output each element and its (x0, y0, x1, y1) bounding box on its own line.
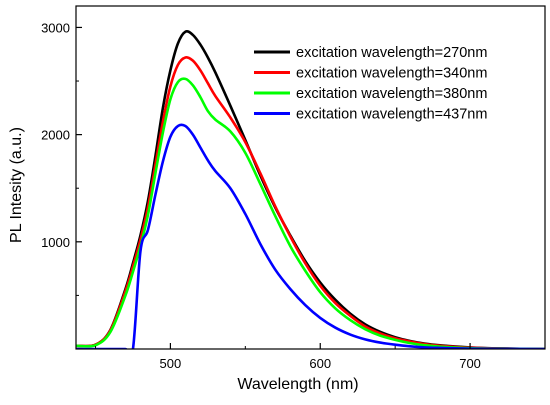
y-tick-label: 3000 (41, 20, 70, 35)
plot-frame (75, 5, 546, 350)
x-axis-title: Wavelength (nm) (237, 376, 358, 393)
legend-label-3: excitation wavelength=380nm (296, 86, 487, 102)
legend-label-4: excitation wavelength=437nm (296, 107, 487, 123)
x-tick-label: 700 (459, 356, 481, 371)
legend-label-1: excitation wavelength=270nm (296, 45, 487, 61)
series-line-3 (76, 77, 545, 349)
x-tick-label: 600 (309, 356, 331, 371)
series-line-4 (76, 123, 545, 349)
legend-label-2: excitation wavelength=340nm (296, 66, 487, 82)
axes-layer: 500 600 700 1000 2000 3000 (41, 5, 546, 371)
series-line-2 (76, 55, 545, 349)
series-layer (76, 30, 545, 349)
legend: excitation wavelength=270nm excitation wa… (254, 45, 487, 123)
y-tick-label: 2000 (41, 128, 70, 143)
y-axis-title: PL Intesity (a.u.) (8, 127, 25, 243)
y-tick-label: 1000 (41, 235, 70, 250)
x-tick-label: 500 (160, 356, 182, 371)
